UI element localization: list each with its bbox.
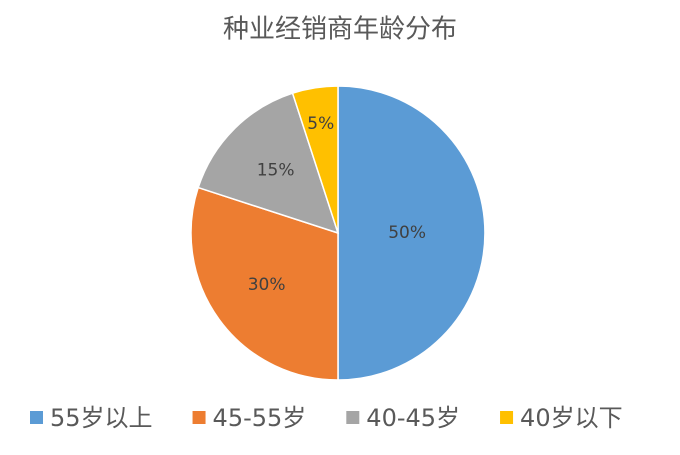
- data-label: 30%: [248, 275, 286, 295]
- legend-swatch: [346, 411, 360, 424]
- pie-slice: [337, 85, 486, 381]
- pie-slice: [291, 85, 339, 234]
- legend-swatch: [192, 411, 206, 424]
- legend-label: 45-55岁: [213, 404, 307, 432]
- legend-swatch: [30, 411, 43, 424]
- legend-label: 55岁以上: [50, 404, 153, 432]
- legend-label: 40-45岁: [366, 404, 460, 432]
- data-label: 50%: [388, 223, 426, 243]
- pie-slice: [197, 92, 340, 235]
- data-label: 5%: [307, 114, 334, 134]
- legend-label: 40岁以下: [520, 404, 623, 432]
- data-label: 15%: [257, 161, 295, 181]
- chart-title: 种业经销商年龄分布: [223, 15, 457, 45]
- pie-slice: [190, 186, 339, 381]
- legend-swatch: [500, 411, 514, 424]
